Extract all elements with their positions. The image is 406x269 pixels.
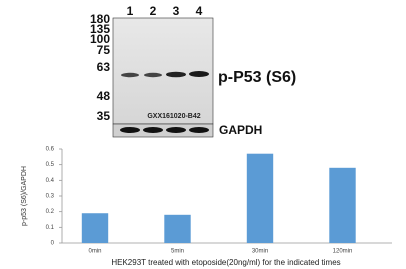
x-tick-label: 0min [88,249,101,255]
marker-label: 75 [97,43,111,57]
y-tick-label: 0.4 [46,178,55,184]
bar [82,213,108,243]
x-tick-label: 30min [252,249,268,255]
bar [247,154,273,243]
y-tick-label: 0.1 [46,225,55,231]
lane-label: 3 [173,4,180,18]
y-tick-label: 0.3 [46,194,55,200]
x-tick-label: 120min [333,249,353,255]
target-label: p-P53 (S6) [218,69,296,86]
y-tick-label: 0.5 [46,162,55,168]
y-axis-label: p-p53 (S6)/GAPDH [21,166,28,226]
lane-label: 1 [127,4,134,18]
watermark: GXX161020-B42 [147,113,200,120]
x-axis-label: HEK293T treated with etoposide(20ng/ml) … [111,258,340,267]
y-tick-label: 0.2 [46,209,55,215]
loading-label: GAPDH [219,123,262,137]
y-tick-label: 0.6 [46,147,55,153]
y-tick-label: 0 [51,241,55,247]
bar [164,215,190,243]
lane-label: 4 [196,4,203,18]
blot-panel [113,18,213,124]
bar [329,168,355,243]
x-tick-label: 5min [171,249,184,255]
marker-label: 63 [97,60,111,74]
marker-label: 35 [97,109,111,123]
lane-label: 2 [150,4,157,18]
figure: GXX161020-B42 p-P53 (S6) GAPDH p-p53 (S6… [0,0,406,269]
marker-label: 48 [97,89,111,103]
